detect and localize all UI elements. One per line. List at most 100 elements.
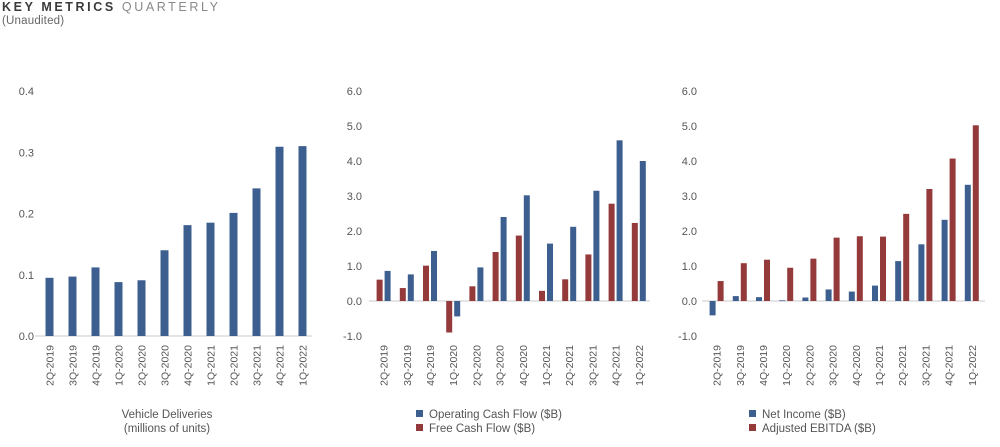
y-tick-label: 0.2	[19, 209, 34, 221]
legend-label: Net Income ($B)	[762, 409, 846, 421]
x-tick-label: 2Q-2019	[712, 345, 724, 386]
x-tick-label: 1Q-2020	[448, 345, 460, 386]
bar	[431, 250, 437, 301]
x-tick-label: 2Q-2021	[229, 345, 241, 386]
y-tick-label: 3.0	[682, 191, 697, 203]
y-tick-label: 1.0	[347, 261, 362, 273]
x-tick-label: 1Q-2022	[298, 345, 310, 386]
bar	[515, 235, 522, 301]
bar	[810, 258, 817, 301]
bar	[941, 219, 948, 301]
x-tick-label: 2Q-2019	[45, 345, 57, 386]
y-tick-label: 2.0	[682, 226, 697, 238]
y-tick-label: 0.0	[682, 296, 697, 308]
x-tick-label: 3Q-2020	[160, 345, 172, 386]
y-tick-label: -1.0	[343, 331, 362, 343]
bar	[298, 146, 307, 336]
y-tick-label: 3.0	[347, 191, 362, 203]
bar	[539, 290, 545, 301]
bar	[880, 236, 886, 301]
bar	[616, 140, 623, 301]
legend-swatch	[416, 410, 423, 417]
bar	[500, 217, 507, 301]
x-tick-label: 4Q-2019	[91, 345, 103, 386]
x-tick-label: 4Q-2019	[758, 345, 770, 386]
x-tick-label: 1Q-2022	[634, 345, 646, 386]
bar	[477, 267, 484, 301]
y-tick-label: 2.0	[347, 226, 362, 238]
bar	[903, 213, 910, 301]
x-tick-label: 2Q-2021	[897, 345, 909, 386]
legend-label: Free Cash Flow ($B)	[429, 423, 535, 435]
bar	[848, 291, 855, 301]
bar	[183, 225, 192, 336]
x-tick-label: 3Q-2021	[587, 345, 599, 386]
x-tick-label: 2Q-2019	[379, 345, 391, 386]
bar	[446, 301, 453, 333]
x-tick-label: 4Q-2021	[611, 345, 623, 386]
x-tick-label: 4Q-2020	[183, 345, 195, 386]
y-tick-label: 6.0	[347, 86, 362, 98]
x-axis-label: (millions of units)	[124, 423, 210, 435]
bar	[631, 222, 638, 301]
bar	[787, 267, 794, 301]
x-tick-label: 1Q-2021	[206, 345, 218, 386]
legend-label: Operating Cash Flow ($B)	[429, 409, 562, 421]
bar	[45, 277, 54, 336]
y-tick-label: 0.0	[347, 296, 362, 308]
x-tick-label: 4Q-2019	[425, 345, 437, 386]
x-tick-label: 2Q-2020	[471, 345, 483, 386]
bar	[802, 297, 809, 301]
x-tick-label: 1Q-2020	[781, 345, 793, 386]
x-tick-label: 1Q-2020	[114, 345, 126, 386]
bar	[756, 297, 762, 301]
bar	[423, 265, 429, 301]
title-light: QUARTERLY	[121, 0, 221, 14]
x-tick-label: 3Q-2019	[402, 345, 414, 386]
bar	[570, 226, 577, 301]
legend-swatch	[749, 424, 756, 431]
y-tick-label: -1.0	[678, 331, 697, 343]
bar	[399, 288, 406, 301]
bar	[593, 190, 600, 301]
bar	[252, 188, 261, 336]
y-tick-label: 0.3	[19, 147, 34, 159]
bar	[732, 296, 739, 301]
bar	[825, 289, 832, 301]
vehicle-deliveries-chart: 0.0 0.1 0.2 0.3 0.4 2Q-2019 3Q-2019 4Q-2019 1Q-2…	[19, 86, 312, 435]
bar	[275, 146, 284, 336]
x-tick-label: 3Q-2019	[68, 345, 80, 386]
x-tick-label: 2Q-2021	[564, 345, 576, 386]
bar	[407, 274, 414, 301]
bar	[833, 237, 840, 301]
bar	[523, 195, 530, 301]
page-subtitle: (Unaudited)	[2, 15, 65, 27]
x-tick-label: 3Q-2020	[495, 345, 507, 386]
bar	[68, 276, 77, 336]
y-tick-label: 0.0	[19, 331, 34, 343]
title-bold: KEY METRICS	[2, 0, 116, 14]
bar	[454, 301, 461, 317]
bar	[229, 212, 238, 336]
bar	[639, 161, 646, 301]
x-tick-label: 2Q-2020	[804, 345, 816, 386]
bar	[918, 244, 925, 301]
bar	[469, 286, 476, 301]
bar	[608, 203, 615, 301]
bar	[376, 279, 383, 301]
bar	[206, 222, 215, 336]
x-tick-label: 4Q-2021	[944, 345, 956, 386]
bar	[137, 280, 146, 336]
bar	[872, 285, 878, 301]
bar	[709, 301, 716, 316]
y-tick-label: 0.4	[19, 86, 34, 98]
y-tick-label: 6.0	[682, 86, 697, 98]
bar	[949, 158, 956, 301]
legend-swatch	[749, 410, 756, 417]
y-tick-label: 5.0	[682, 121, 697, 133]
bar	[779, 300, 786, 302]
x-tick-label: 1Q-2021	[874, 345, 886, 386]
x-tick-label: 3Q-2019	[735, 345, 747, 386]
